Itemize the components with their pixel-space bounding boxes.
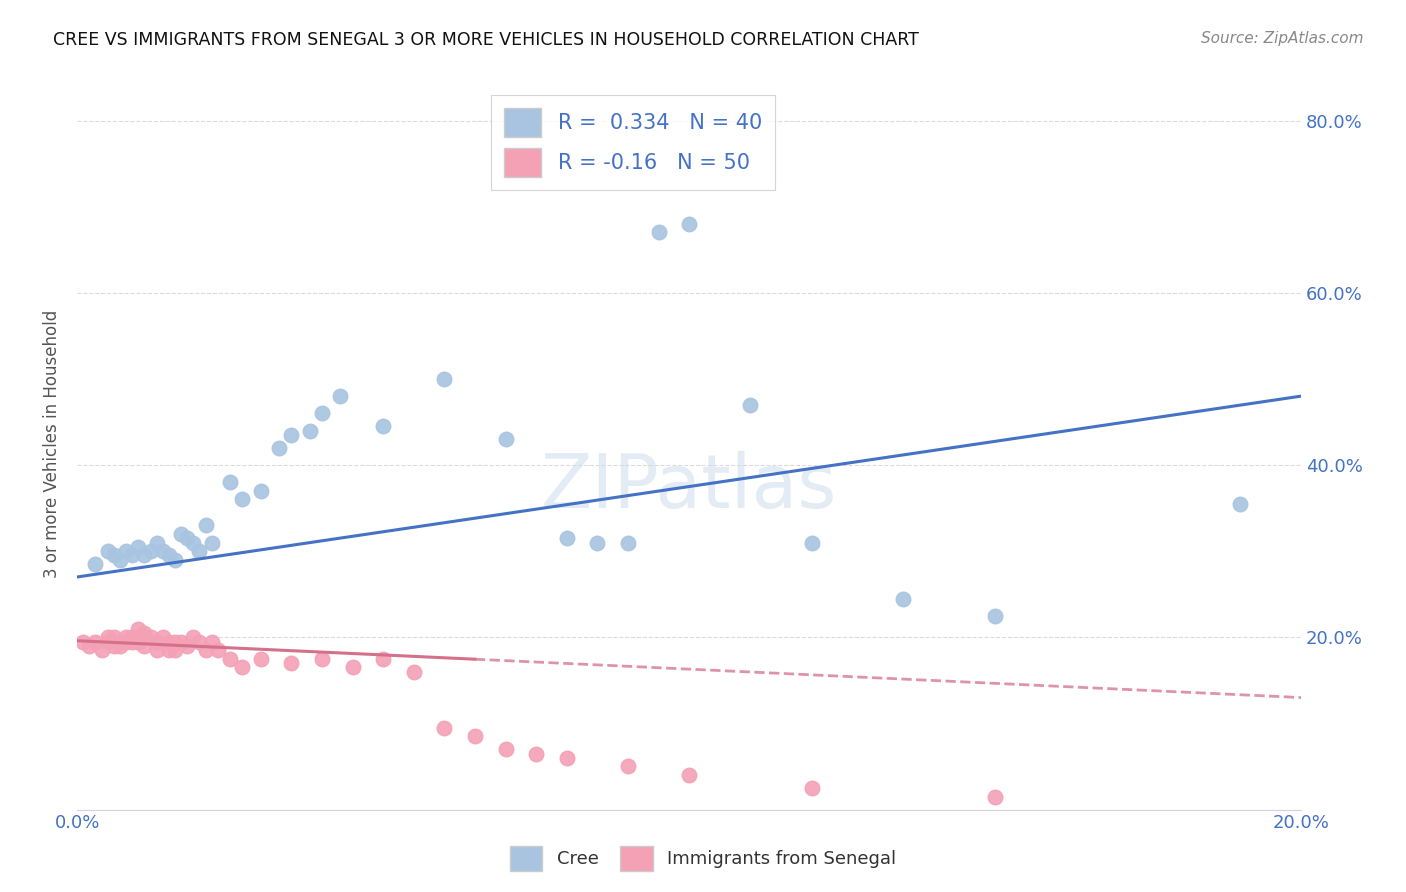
Point xyxy=(152,630,174,644)
Point xyxy=(678,217,700,231)
Legend: Cree, Immigrants from Senegal: Cree, Immigrants from Senegal xyxy=(502,838,904,879)
Point xyxy=(800,535,823,549)
Point xyxy=(495,742,517,756)
Point xyxy=(201,535,224,549)
Point xyxy=(183,535,205,549)
Point xyxy=(115,634,138,648)
Point xyxy=(170,527,193,541)
Text: ZIPatlas: ZIPatlas xyxy=(541,451,838,524)
Point xyxy=(194,643,217,657)
Point xyxy=(1229,497,1251,511)
Point xyxy=(891,591,914,606)
Point xyxy=(280,656,302,670)
Point xyxy=(163,643,186,657)
Point xyxy=(145,643,167,657)
Point xyxy=(127,622,149,636)
Point xyxy=(188,544,211,558)
Text: Source: ZipAtlas.com: Source: ZipAtlas.com xyxy=(1201,31,1364,46)
Point xyxy=(145,535,167,549)
Point xyxy=(555,751,578,765)
Point xyxy=(740,398,762,412)
Point xyxy=(127,634,149,648)
Point xyxy=(433,372,456,386)
Point xyxy=(163,634,186,648)
Point xyxy=(371,419,394,434)
Point xyxy=(84,557,107,571)
Point xyxy=(103,630,125,644)
Point xyxy=(231,660,253,674)
Point xyxy=(207,643,229,657)
Point xyxy=(115,544,138,558)
Point xyxy=(121,630,143,644)
Point xyxy=(194,518,217,533)
Point xyxy=(170,634,193,648)
Point xyxy=(311,406,333,420)
Point xyxy=(176,639,198,653)
Point xyxy=(163,553,186,567)
Point xyxy=(152,544,174,558)
Point xyxy=(176,531,198,545)
Y-axis label: 3 or more Vehicles in Household: 3 or more Vehicles in Household xyxy=(44,310,60,578)
Point xyxy=(97,630,120,644)
Point xyxy=(555,531,578,545)
Point xyxy=(433,721,456,735)
Point xyxy=(103,549,125,563)
Point xyxy=(134,639,156,653)
Point xyxy=(97,634,120,648)
Point xyxy=(188,634,211,648)
Point xyxy=(984,608,1007,623)
Point xyxy=(72,634,94,648)
Point xyxy=(121,549,143,563)
Point xyxy=(984,789,1007,804)
Point xyxy=(90,643,112,657)
Point xyxy=(108,553,131,567)
Point xyxy=(134,626,156,640)
Point xyxy=(157,634,180,648)
Point xyxy=(524,747,547,761)
Point xyxy=(249,483,271,498)
Point xyxy=(145,634,167,648)
Point xyxy=(617,535,640,549)
Point xyxy=(495,432,517,446)
Point xyxy=(464,729,486,743)
Point xyxy=(647,226,669,240)
Point xyxy=(127,540,149,554)
Point xyxy=(139,544,162,558)
Point xyxy=(586,535,609,549)
Point xyxy=(134,549,156,563)
Point xyxy=(157,549,180,563)
Point xyxy=(280,428,302,442)
Point xyxy=(231,492,253,507)
Point xyxy=(267,441,290,455)
Text: CREE VS IMMIGRANTS FROM SENEGAL 3 OR MORE VEHICLES IN HOUSEHOLD CORRELATION CHAR: CREE VS IMMIGRANTS FROM SENEGAL 3 OR MOR… xyxy=(53,31,920,49)
Point xyxy=(219,475,242,490)
Point xyxy=(97,544,120,558)
Point xyxy=(329,389,352,403)
Point xyxy=(800,780,823,795)
Point xyxy=(298,424,321,438)
Point xyxy=(84,634,107,648)
Point xyxy=(311,652,333,666)
Point xyxy=(617,759,640,773)
Point xyxy=(139,630,162,644)
Point xyxy=(371,652,394,666)
Point xyxy=(678,768,700,782)
Point xyxy=(183,630,205,644)
Point xyxy=(402,665,425,679)
Point xyxy=(201,634,224,648)
Point xyxy=(342,660,364,674)
Point xyxy=(103,639,125,653)
Point xyxy=(115,630,138,644)
Point xyxy=(108,634,131,648)
Point xyxy=(219,652,242,666)
Point xyxy=(157,643,180,657)
Point xyxy=(79,639,101,653)
Legend: R =  0.334   N = 40, R = -0.16   N = 50: R = 0.334 N = 40, R = -0.16 N = 50 xyxy=(492,95,775,190)
Point xyxy=(249,652,271,666)
Point xyxy=(108,639,131,653)
Point xyxy=(121,634,143,648)
